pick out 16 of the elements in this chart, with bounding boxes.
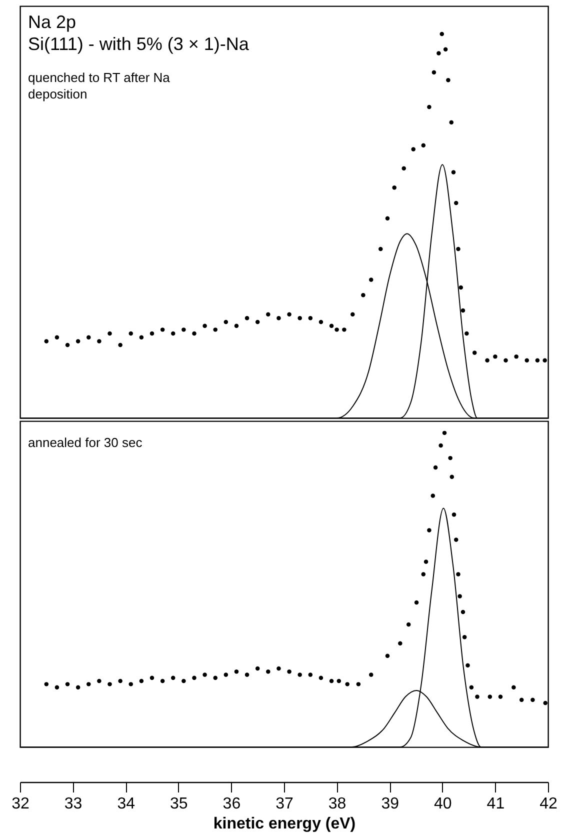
x-tick-label: 32 [12,796,30,812]
x-tick-label: 40 [434,796,452,812]
x-tick-label: 42 [540,796,558,812]
x-tick-label: 41 [486,796,505,812]
x-tick-label: 38 [328,796,346,812]
chart-title: Na 2p [28,12,76,32]
x-tick-label: 36 [222,796,241,812]
x-tick-label: 37 [276,796,294,812]
x-tick-label: 34 [117,796,136,812]
annotation: annealed for 30 sec [28,435,143,450]
chart-subtitle: Si(111) - with 5% (3 × 1)-Na [28,34,250,54]
x-tick-label: 39 [381,796,400,812]
x-tick-label: 35 [170,796,188,812]
x-tick-label: 33 [64,796,82,812]
annotation: quenched to RT after Na deposition [28,70,171,102]
x-axis-title: kinetic energy (eV) [213,816,356,832]
